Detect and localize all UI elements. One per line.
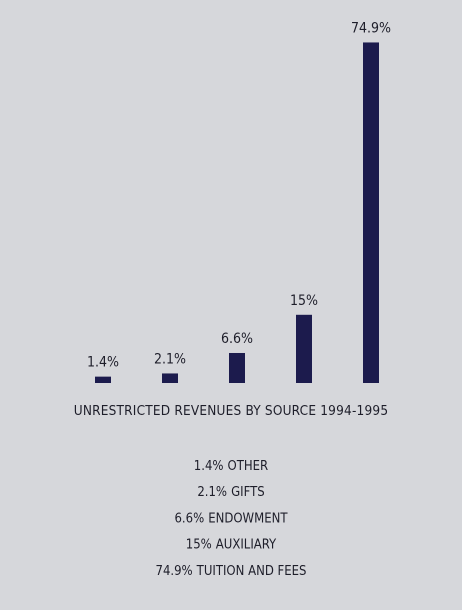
legend-value: 74.9%: [156, 563, 193, 578]
legend-entry: 15% AUXILIARY: [186, 537, 277, 552]
value-label: 74.9%: [351, 20, 391, 36]
legend-value: 2.1%: [197, 485, 227, 500]
bar: [363, 42, 379, 384]
value-label: 15%: [290, 293, 318, 309]
legend-value: 1.4%: [194, 459, 224, 474]
legend-entry: 2.1% GIFTS: [197, 485, 264, 500]
chart-title: UNRESTRICTED REVENUES BY SOURCE 1994-199…: [74, 403, 389, 419]
bar: [296, 314, 312, 383]
value-label: 6.6%: [221, 331, 253, 347]
bar: [162, 373, 178, 383]
legend-entry: 1.4% OTHER: [194, 459, 268, 474]
legend-category: AUXILIARY: [216, 537, 277, 552]
legend-category: OTHER: [228, 459, 269, 474]
value-label: 1.4%: [87, 355, 119, 371]
legend-value: 6.6%: [174, 511, 204, 526]
legend-value: 15%: [186, 537, 212, 552]
legend-entry: 6.6% ENDOWMENT: [174, 511, 288, 526]
legend-entry: 74.9% TUITION AND FEES: [156, 563, 307, 578]
legend-category: TUITION AND FEES: [196, 563, 307, 578]
value-label: 2.1%: [154, 351, 186, 367]
legend-category: ENDOWMENT: [208, 511, 288, 526]
legend-category: GIFTS: [231, 485, 265, 500]
bar: [95, 376, 111, 383]
bar: [229, 352, 245, 383]
